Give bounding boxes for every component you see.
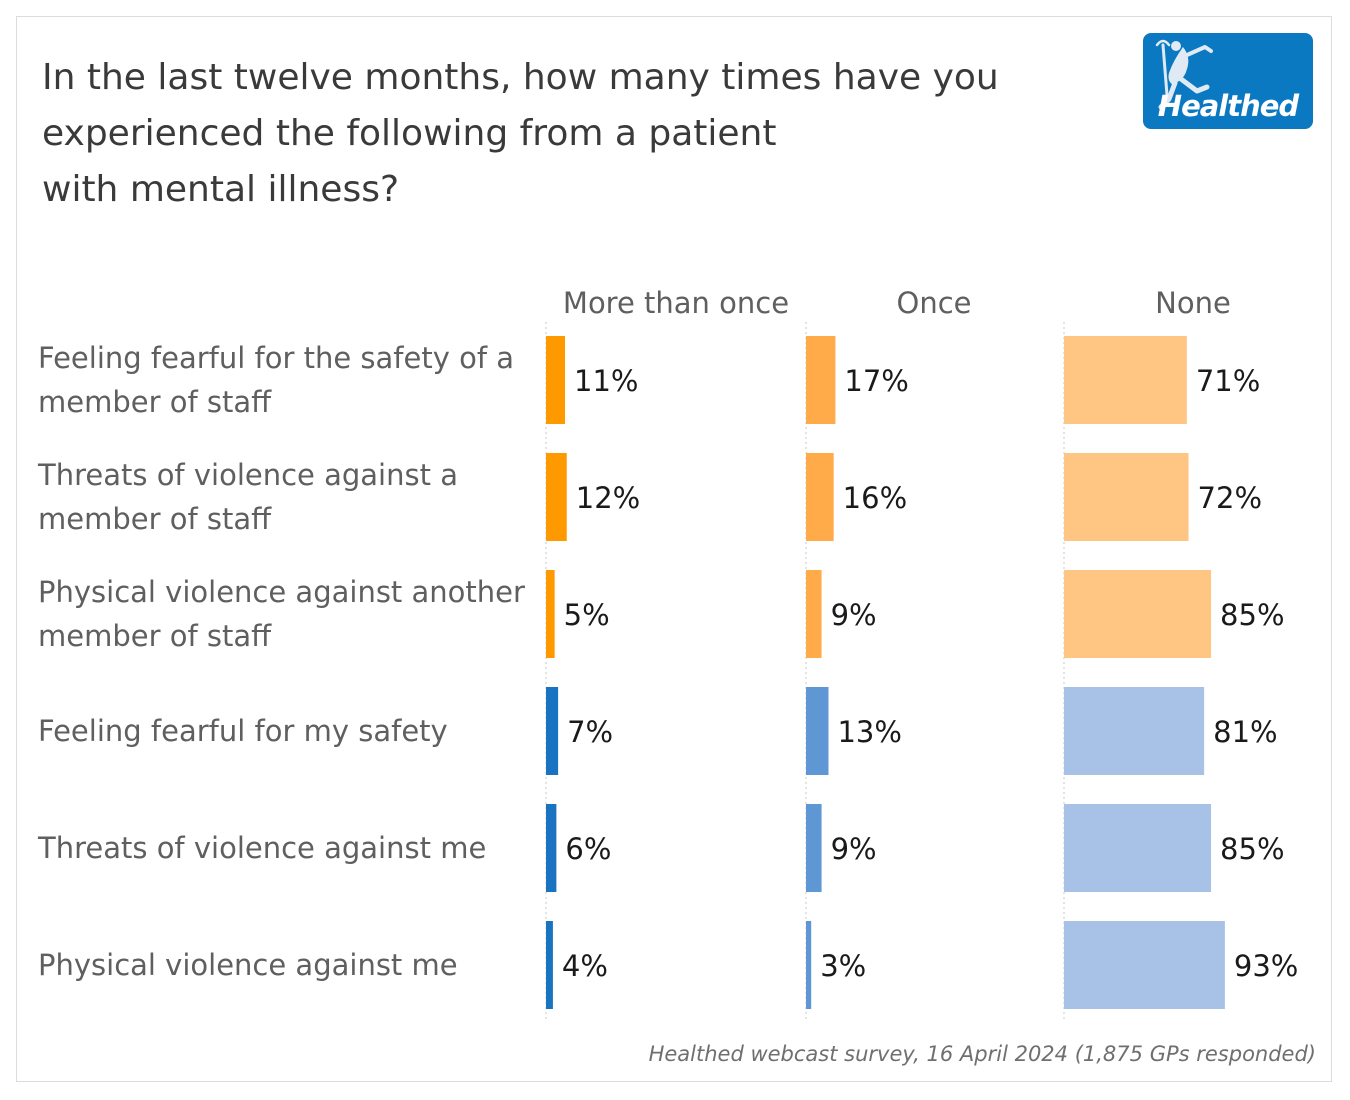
- row-label-2: Threats of violence against a member of s…: [37, 458, 458, 536]
- bar-row6-none: [1064, 921, 1225, 1009]
- bar-row1-none: [1064, 336, 1187, 424]
- data-label-row2-more-than-once: 12%: [576, 481, 640, 515]
- row-label-3: Physical violence against another member …: [38, 575, 525, 653]
- source-note: Healthed webcast survey, 16 April 2024 (…: [648, 1042, 1316, 1066]
- bar-row2-more-than-once: [546, 453, 567, 541]
- chart-frame: [16, 16, 1332, 1082]
- bar-row4-once: [806, 687, 829, 775]
- bar-row1-once: [806, 336, 836, 424]
- runner-figure-icon: [1155, 39, 1213, 110]
- data-label-row5-once: 9%: [831, 832, 877, 866]
- data-label-row4-more-than-once: 7%: [567, 715, 613, 749]
- title-line-2: experienced the following from a patient: [42, 113, 777, 154]
- data-label-row6-once: 3%: [820, 949, 866, 983]
- bar-row4-more-than-once: [546, 687, 559, 775]
- data-label-row3-once: 9%: [831, 598, 877, 632]
- column-header-3: None: [1155, 286, 1231, 320]
- data-label-row4-none: 81%: [1213, 715, 1277, 749]
- bar-row3-none: [1064, 570, 1212, 658]
- row-label-1: Feeling fearful for the safety of a membe…: [38, 341, 514, 419]
- data-label-row1-none: 71%: [1196, 364, 1260, 398]
- bar-row5-more-than-once: [546, 804, 557, 892]
- data-label-row2-once: 16%: [843, 481, 907, 515]
- data-label-row6-none: 93%: [1234, 949, 1298, 983]
- data-label-row1-more-than-once: 11%: [574, 364, 638, 398]
- row-label-4: Feeling fearful for my safety: [38, 714, 448, 748]
- bar-row4-none: [1064, 687, 1205, 775]
- bar-row2-once: [806, 453, 834, 541]
- bar-row2-none: [1064, 453, 1189, 541]
- bar-row3-more-than-once: [546, 570, 555, 658]
- data-label-row5-none: 85%: [1220, 832, 1284, 866]
- bar-row5-once: [806, 804, 822, 892]
- bar-row3-once: [806, 570, 822, 658]
- data-label-row5-more-than-once: 6%: [565, 832, 611, 866]
- data-label-row3-more-than-once: 5%: [564, 598, 610, 632]
- row-label-5: Threats of violence against me: [37, 831, 486, 865]
- column-header-2: Once: [897, 286, 972, 320]
- bar-row1-more-than-once: [546, 336, 566, 424]
- logo-text: Healthed: [1157, 89, 1299, 123]
- data-label-row3-none: 85%: [1220, 598, 1284, 632]
- title-line-3: with mental illness?: [42, 169, 400, 210]
- data-label-row2-none: 72%: [1198, 481, 1262, 515]
- bar-row5-none: [1064, 804, 1212, 892]
- title-line-1: In the last twelve months, how many time…: [42, 57, 999, 98]
- chart-title: In the last twelve months, how many time…: [42, 50, 1052, 218]
- data-label-row1-once: 17%: [844, 364, 908, 398]
- data-label-row4-once: 13%: [837, 715, 901, 749]
- bar-row6-once: [806, 921, 812, 1009]
- healthed-logo: Healthed: [1143, 33, 1313, 129]
- data-label-row6-more-than-once: 4%: [562, 949, 608, 983]
- row-label-6: Physical violence against me: [38, 948, 458, 982]
- column-header-1: More than once: [563, 286, 789, 320]
- bar-row6-more-than-once: [546, 921, 553, 1009]
